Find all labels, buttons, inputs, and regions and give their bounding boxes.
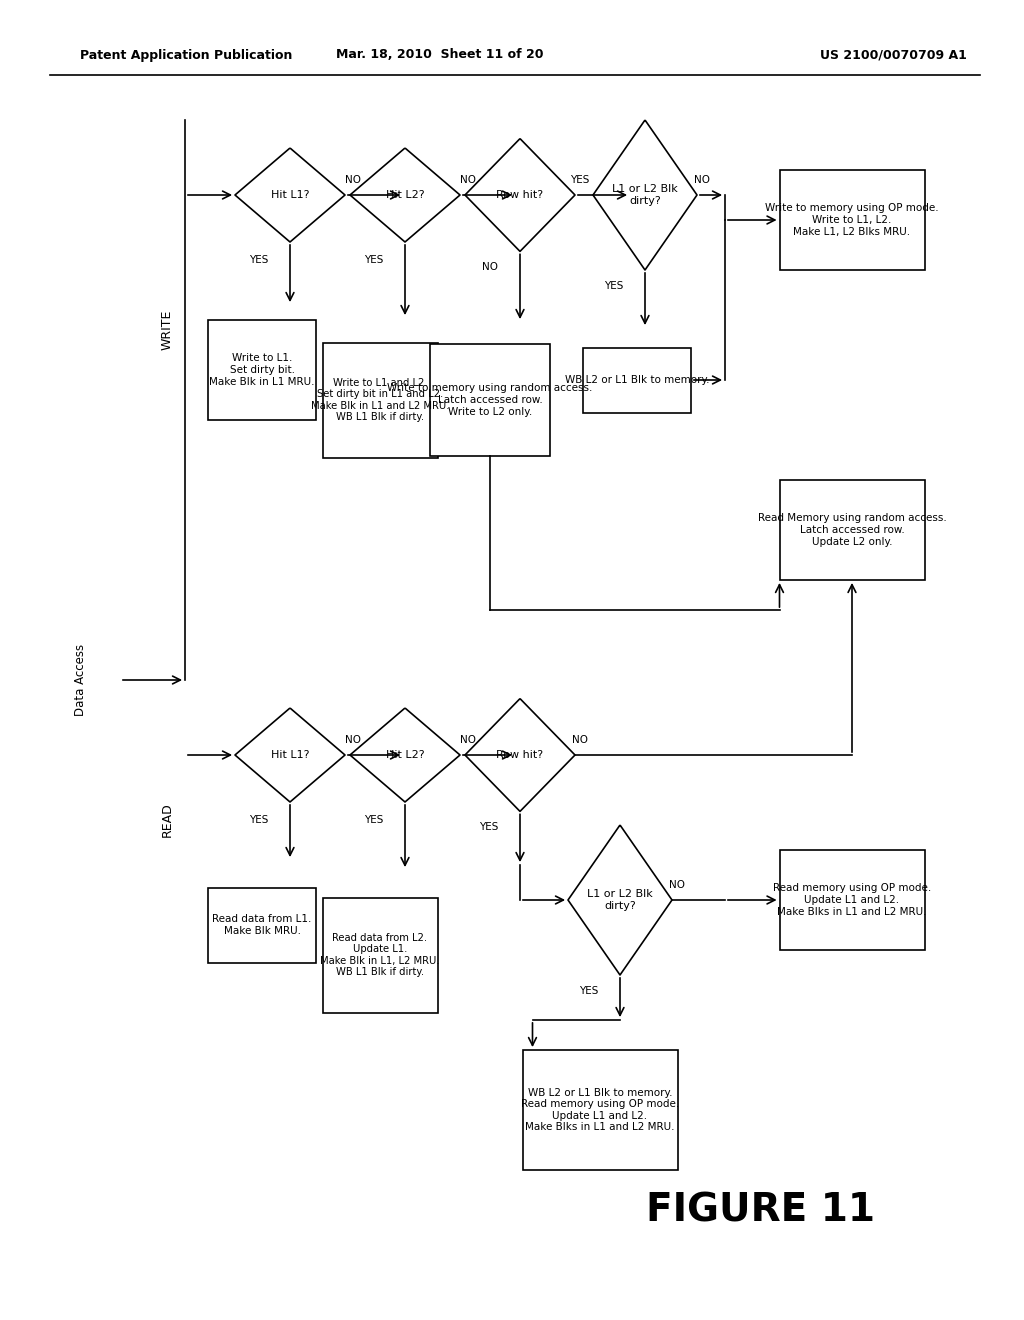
- Text: Write to L1 and L2.
Set dirty bit in L1 and L2.
Make Blk in L1 and L2 MRU.
WB L1: Write to L1 and L2. Set dirty bit in L1 …: [310, 378, 450, 422]
- Text: NO: NO: [669, 880, 685, 890]
- Bar: [779, 170, 925, 271]
- Text: US 2100/0070709 A1: US 2100/0070709 A1: [820, 49, 967, 62]
- Text: WB L2 or L1 Blk to memory.
Read memory using OP mode.
Update L1 and L2.
Make Blk: WB L2 or L1 Blk to memory. Read memory u…: [521, 1088, 679, 1133]
- Text: Data Access: Data Access: [74, 644, 86, 715]
- Bar: [323, 342, 437, 458]
- Text: NO: NO: [572, 735, 588, 744]
- Text: YES: YES: [603, 281, 623, 290]
- Bar: [430, 345, 550, 455]
- Text: NO: NO: [460, 176, 476, 185]
- Text: Hit L1?: Hit L1?: [270, 190, 309, 201]
- Text: Write to memory using OP mode.
Write to L1, L2.
Make L1, L2 Blks MRU.: Write to memory using OP mode. Write to …: [765, 203, 939, 236]
- Text: L1 or L2 Blk
dirty?: L1 or L2 Blk dirty?: [587, 890, 653, 911]
- Text: NO: NO: [345, 735, 361, 744]
- Text: READ: READ: [161, 803, 173, 837]
- Text: Patent Application Publication: Patent Application Publication: [80, 49, 293, 62]
- Text: YES: YES: [364, 814, 383, 825]
- Text: NO: NO: [694, 176, 710, 185]
- Text: Write to L1.
Set dirty bit.
Make Blk in L1 MRU.: Write to L1. Set dirty bit. Make Blk in …: [209, 354, 314, 387]
- Text: Read memory using OP mode.
Update L1 and L2.
Make Blks in L1 and L2 MRU.: Read memory using OP mode. Update L1 and…: [773, 883, 931, 916]
- Text: Hit L1?: Hit L1?: [270, 750, 309, 760]
- Text: Read Memory using random access.
Latch accessed row.
Update L2 only.: Read Memory using random access. Latch a…: [758, 513, 946, 546]
- Bar: [522, 1049, 678, 1170]
- Text: WB L2 or L1 Blk to memory.: WB L2 or L1 Blk to memory.: [565, 375, 710, 385]
- Bar: [323, 898, 437, 1012]
- Text: Read data from L1.
Make Blk MRU.: Read data from L1. Make Blk MRU.: [212, 915, 311, 936]
- Bar: [779, 850, 925, 950]
- Bar: [208, 887, 316, 962]
- Text: Row hit?: Row hit?: [497, 190, 544, 201]
- Text: YES: YES: [579, 986, 598, 997]
- Text: NO: NO: [345, 176, 361, 185]
- Text: YES: YES: [364, 255, 383, 265]
- Text: Mar. 18, 2010  Sheet 11 of 20: Mar. 18, 2010 Sheet 11 of 20: [336, 49, 544, 62]
- Text: YES: YES: [478, 822, 498, 833]
- Text: NO: NO: [460, 735, 476, 744]
- Text: YES: YES: [570, 176, 590, 185]
- Text: Row hit?: Row hit?: [497, 750, 544, 760]
- Text: WRITE: WRITE: [161, 310, 173, 350]
- Bar: [583, 347, 691, 412]
- Text: NO: NO: [482, 263, 498, 272]
- Text: Hit L2?: Hit L2?: [386, 190, 424, 201]
- Text: YES: YES: [249, 255, 268, 265]
- Text: YES: YES: [249, 814, 268, 825]
- Text: Write to memory using random access.
Latch accessed row.
Write to L2 only.: Write to memory using random access. Lat…: [387, 383, 593, 417]
- Text: Read data from L2.
Update L1.
Make Blk in L1, L2 MRU.
WB L1 Blk if dirty.: Read data from L2. Update L1. Make Blk i…: [321, 933, 440, 977]
- Bar: [208, 319, 316, 420]
- Bar: [779, 480, 925, 579]
- Text: Hit L2?: Hit L2?: [386, 750, 424, 760]
- Text: FIGURE 11: FIGURE 11: [645, 1191, 874, 1229]
- Text: L1 or L2 Blk
dirty?: L1 or L2 Blk dirty?: [612, 185, 678, 206]
